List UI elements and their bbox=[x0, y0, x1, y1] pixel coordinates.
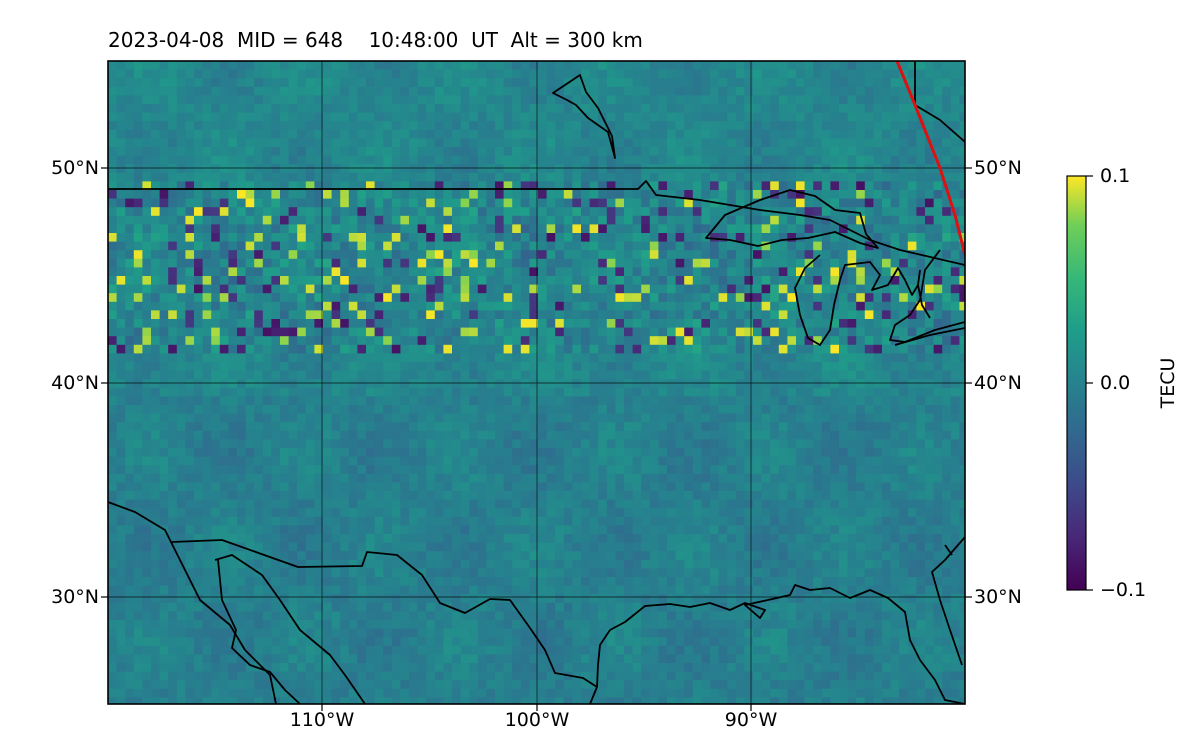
lake-superior bbox=[705, 189, 879, 249]
lat-label-left-40n: 40°N bbox=[51, 372, 99, 394]
map-ticks bbox=[101, 167, 972, 711]
pacific-coast bbox=[108, 501, 277, 704]
us-canada-border bbox=[108, 180, 965, 266]
coastlines-and-borders bbox=[108, 61, 965, 704]
colorbar-gradient bbox=[1067, 176, 1086, 590]
lake-erie bbox=[894, 327, 965, 346]
lon-label-90w: 90°W bbox=[724, 709, 778, 731]
colorbar-tick-max: 0.1 bbox=[1100, 165, 1131, 187]
lake-winnipeg bbox=[552, 74, 616, 159]
colorbar-tick-min: −0.1 bbox=[1100, 579, 1147, 601]
atlantic-northeast bbox=[914, 61, 965, 143]
colorbar bbox=[1066, 175, 1093, 591]
us-mexico-border bbox=[171, 539, 598, 704]
florida-inlet bbox=[944, 544, 953, 556]
baja-peninsula bbox=[217, 559, 301, 704]
lat-label-right-30n: 30°N bbox=[974, 586, 1022, 608]
lake-huron bbox=[889, 249, 965, 343]
lat-label-right-50n: 50°N bbox=[974, 157, 1022, 179]
gulf-coast bbox=[596, 584, 965, 704]
baja-california bbox=[214, 554, 366, 704]
colorbar-label: TECU bbox=[1157, 357, 1179, 409]
tec-heatmap bbox=[108, 61, 965, 704]
lon-label-100w: 100°W bbox=[504, 709, 570, 731]
lon-label-110w: 110°W bbox=[289, 709, 355, 731]
solar-terminator-line bbox=[895, 61, 965, 256]
lake-michigan bbox=[794, 254, 921, 346]
lat-label-left-50n: 50°N bbox=[51, 157, 99, 179]
florida-east bbox=[931, 536, 965, 666]
gridlines bbox=[108, 61, 965, 704]
lower-peninsula-east bbox=[917, 284, 931, 319]
colorbar-tick-zero: 0.0 bbox=[1100, 372, 1131, 394]
lat-label-left-30n: 30°N bbox=[51, 586, 99, 608]
lat-label-right-40n: 40°N bbox=[974, 372, 1022, 394]
map-title: 2023-04-08 MID = 648 10:48:00 UT Alt = 3… bbox=[108, 28, 643, 52]
